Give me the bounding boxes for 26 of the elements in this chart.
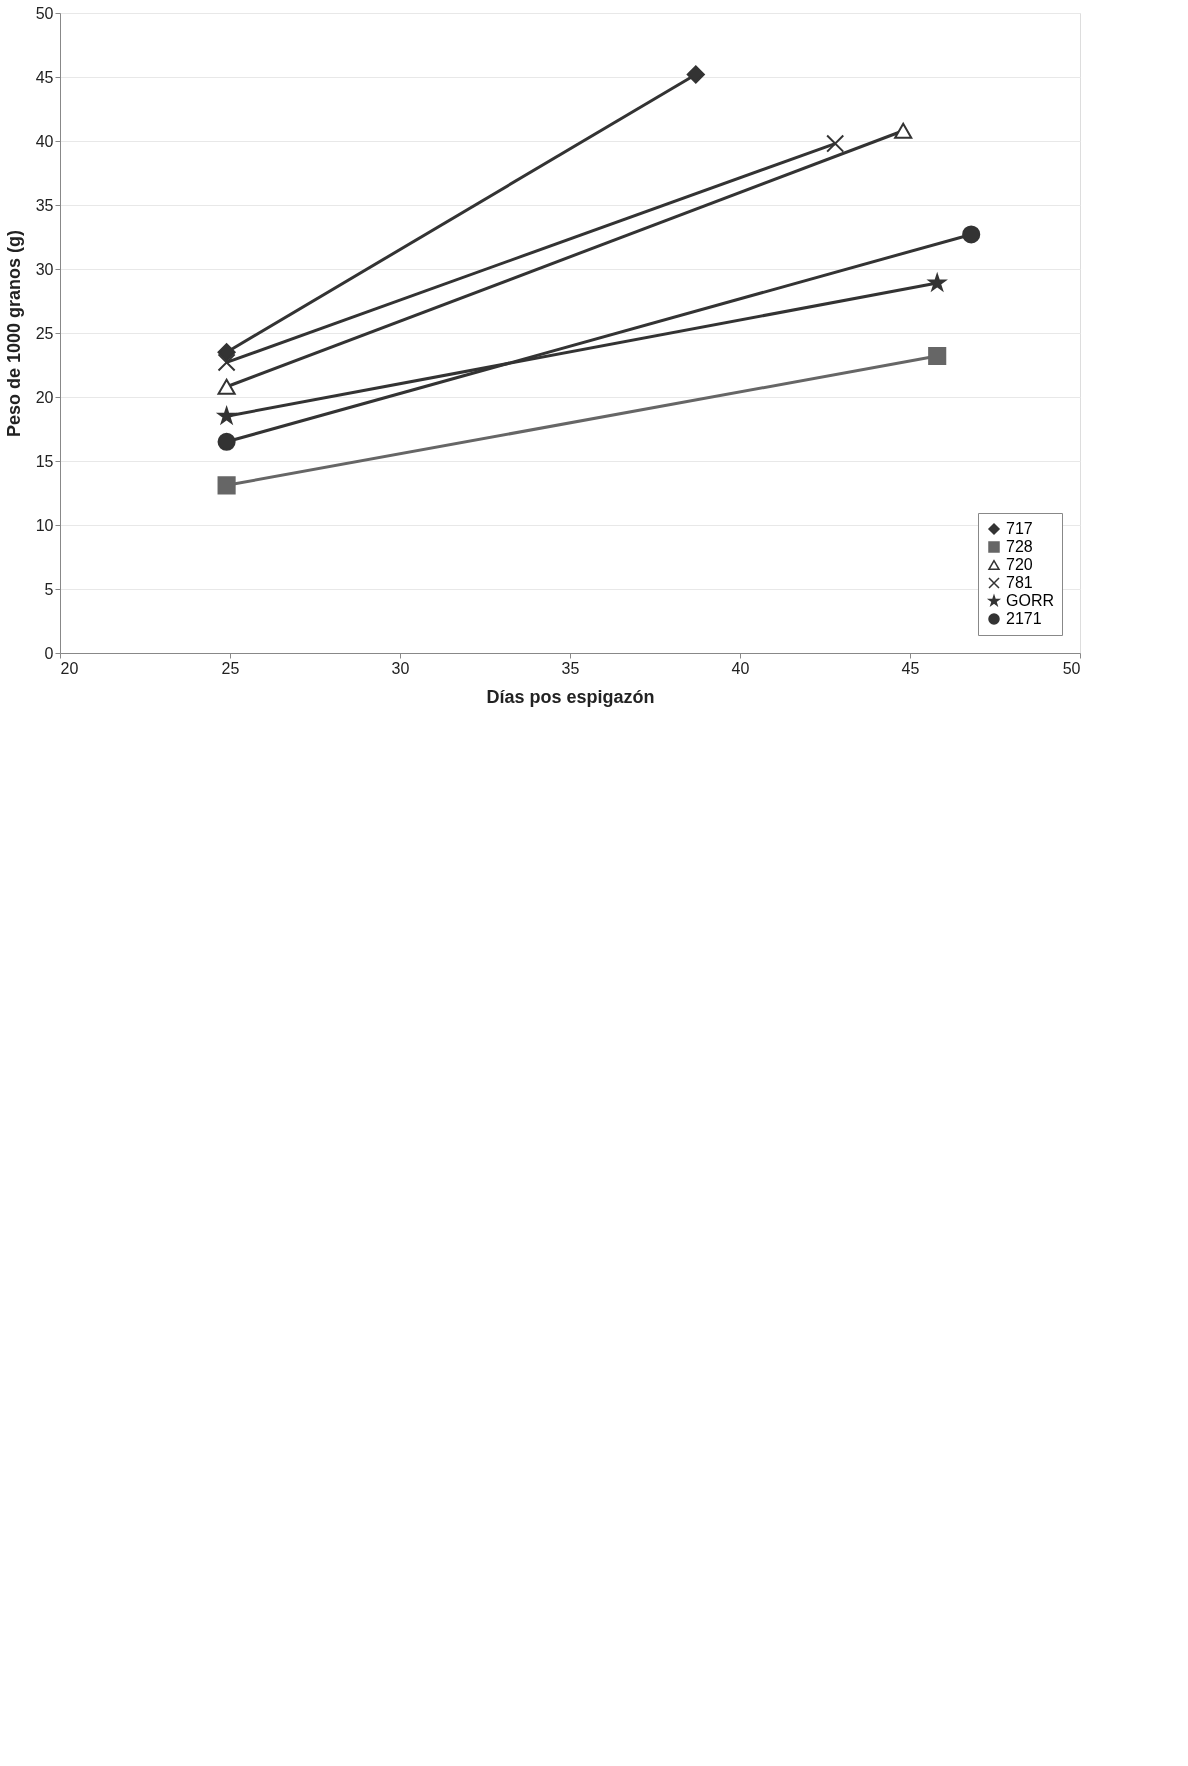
y-tick-label: 15	[35, 452, 54, 470]
legend-label: GORR	[1006, 592, 1054, 609]
x-tick-label: 35	[561, 659, 580, 677]
x-tick-label: 30	[391, 659, 410, 677]
x-tick-label: 20	[60, 659, 79, 677]
x-axis-title: Días pos espigazón	[486, 686, 655, 707]
legend-label: 2171	[1006, 610, 1042, 627]
x-tick-label: 50	[1062, 659, 1081, 677]
y-tick-label: 35	[35, 196, 54, 214]
legend-label: 781	[1006, 574, 1033, 591]
legend-label: 720	[1006, 556, 1033, 573]
y-tick-label: 10	[35, 516, 54, 534]
y-tick-label: 30	[35, 260, 54, 278]
y-tick-label: 20	[35, 388, 54, 406]
legend-label: 717	[1006, 520, 1033, 537]
y-tick-label: 0	[44, 644, 54, 662]
x-tick-label: 40	[731, 659, 750, 677]
x-tick-label: 45	[901, 659, 920, 677]
y-axis-title: Peso de 1000 granos (g)	[3, 229, 24, 438]
y-tick-label: 40	[35, 132, 54, 150]
y-tick-label: 45	[35, 68, 54, 86]
x-tick-label: 25	[221, 659, 240, 677]
y-tick-label: 25	[35, 324, 54, 342]
y-tick-label: 5	[44, 580, 54, 598]
y-tick-label: 50	[35, 4, 54, 22]
legend-label: 728	[1006, 538, 1033, 555]
